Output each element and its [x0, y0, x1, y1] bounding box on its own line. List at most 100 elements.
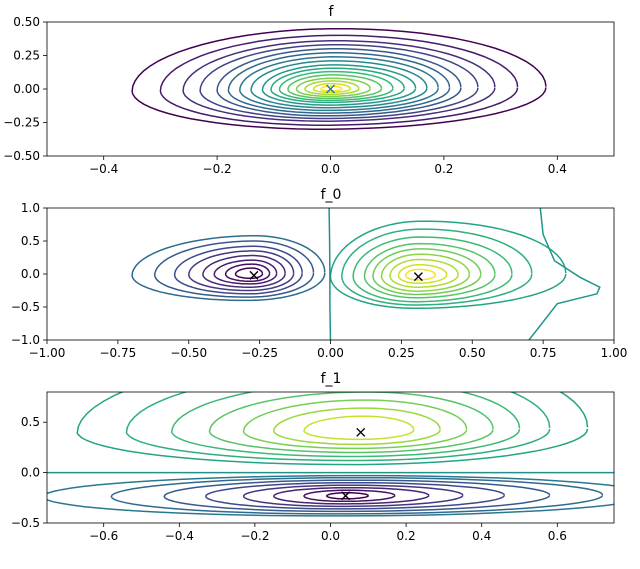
contour-line: [76, 392, 589, 466]
contour-line: [312, 82, 352, 94]
contour-line: [380, 253, 471, 292]
x-tick-label: −0.75: [99, 346, 136, 360]
contour-line: [352, 236, 513, 303]
contour-line: [182, 40, 496, 122]
panel-f1-frame: [46, 391, 615, 524]
x-tick-label: −0.4: [89, 162, 118, 176]
marker-x: [326, 84, 335, 94]
contour-line: [110, 476, 604, 515]
panel-f0-title: f_0: [321, 187, 342, 203]
panel-f0: f_0 −1.00 −0.75 −0.50 −0.25 0.00 0.25 0.50 0.75…: [11, 187, 628, 360]
contour-line-open: [328, 208, 332, 340]
x-tick-label: 0.25: [388, 346, 415, 360]
contour-line: [250, 60, 428, 109]
contour-line: [204, 481, 506, 510]
x-tick-label: 0.4: [472, 529, 491, 543]
y-tick-label: 1.0: [21, 201, 40, 215]
contour-line: [131, 27, 547, 130]
x-tick-label: 0.75: [530, 346, 557, 360]
y-tick-label: −1.0: [11, 333, 40, 347]
contour-line: [295, 77, 371, 98]
contour-line: [224, 263, 271, 283]
y-tick-label: 0.50: [13, 15, 40, 29]
contour-line: [404, 268, 437, 281]
marker-x: [341, 491, 351, 501]
contour-line: [341, 228, 533, 306]
panel-f1: f_1 −0.6 −0.4 −0.2 0.0 0.2 0.4 0.6 −0.5 0.0 0.5: [11, 371, 615, 543]
contour-line: [278, 70, 394, 102]
marker-x: [249, 270, 259, 280]
panel-f-markers: [326, 84, 335, 94]
contour-line: [173, 245, 303, 295]
contour-line: [239, 56, 439, 112]
contour-line: [389, 258, 459, 288]
contour-line: [303, 415, 415, 441]
y-tick-label: 0.25: [13, 49, 40, 63]
contour-line-open: [528, 208, 601, 340]
contour-line: [372, 248, 482, 296]
panel-f-title: f: [329, 4, 335, 20]
contour-line: [125, 392, 551, 462]
x-tick-label: 0.00: [317, 346, 344, 360]
y-tick-label: 0.0: [21, 267, 40, 281]
panel-f-frame: [46, 21, 615, 157]
contour-line: [261, 64, 417, 106]
panel-f-contours: [131, 27, 547, 130]
x-tick-label: 1.00: [601, 346, 628, 360]
y-tick-label: −0.25: [3, 116, 40, 130]
y-tick-label: −0.50: [3, 149, 40, 163]
panel-f: f −0.4 −0.2 0.0 0.2 0.4 −0.50 −0.25 0.00 0.25 0.5…: [3, 4, 615, 176]
x-tick-label: 0.0: [321, 529, 340, 543]
x-tick-label: −0.2: [203, 162, 232, 176]
contour-line: [216, 48, 462, 117]
contour-line: [47, 474, 614, 517]
contour-line: [303, 489, 396, 503]
x-tick-label: −0.6: [89, 529, 118, 543]
panel-f1-contours: [47, 392, 614, 517]
panel-f1-ticks: −0.6 −0.4 −0.2 0.0 0.2 0.4 0.6 −0.5 0.0 0.5: [11, 415, 567, 543]
x-tick-label: 0.6: [548, 529, 567, 543]
contour-line: [202, 254, 286, 288]
x-tick-label: 0.2: [434, 162, 453, 176]
panel-f0-contours: [131, 208, 601, 340]
contour-line: [270, 67, 405, 104]
contour-line: [234, 267, 264, 280]
x-tick-label: 0.2: [397, 529, 416, 543]
y-tick-label: 0.00: [13, 82, 40, 96]
x-tick-label: 0.0: [321, 162, 340, 176]
contour-line: [199, 44, 479, 120]
contour-line: [153, 240, 315, 298]
panel-f1-title: f_1: [321, 371, 342, 387]
marker-x: [356, 427, 366, 437]
contour-line: [163, 479, 551, 513]
contour-line: [287, 74, 383, 100]
contour-line: [304, 80, 360, 96]
contour-line: [208, 392, 494, 454]
marker-x: [413, 272, 423, 282]
contour-line: [272, 486, 430, 505]
x-tick-label: −0.50: [170, 346, 207, 360]
y-tick-label: 0.5: [21, 415, 40, 429]
contour-line: [170, 392, 521, 458]
contour-line: [363, 242, 496, 299]
x-tick-label: 0.50: [459, 346, 486, 360]
contour-line: [188, 250, 295, 292]
panel-f0-ticks: −1.00 −0.75 −0.50 −0.25 0.00 0.25 0.50 0.75 1.00…: [11, 201, 628, 360]
x-tick-label: −0.4: [165, 529, 194, 543]
panel-f-ticks: −0.4 −0.2 0.0 0.2 0.4 −0.50 −0.25 0.00 0.25 0.50: [3, 15, 567, 176]
x-tick-label: −1.00: [29, 346, 66, 360]
y-tick-label: −0.5: [11, 516, 40, 530]
x-tick-label: −0.25: [241, 346, 278, 360]
contour-line: [131, 234, 326, 302]
contour-line: [320, 85, 343, 92]
contour-line: [159, 34, 519, 126]
y-tick-label: −0.5: [11, 300, 40, 314]
y-tick-label: 0.5: [21, 234, 40, 248]
panel-f0-markers: [249, 270, 423, 282]
contour-line: [325, 492, 370, 500]
contour-line: [397, 264, 448, 284]
x-tick-label: 0.4: [548, 162, 567, 176]
contour-line: [273, 407, 441, 446]
contour-line: [213, 259, 278, 285]
panel-f1-markers: [341, 427, 366, 501]
